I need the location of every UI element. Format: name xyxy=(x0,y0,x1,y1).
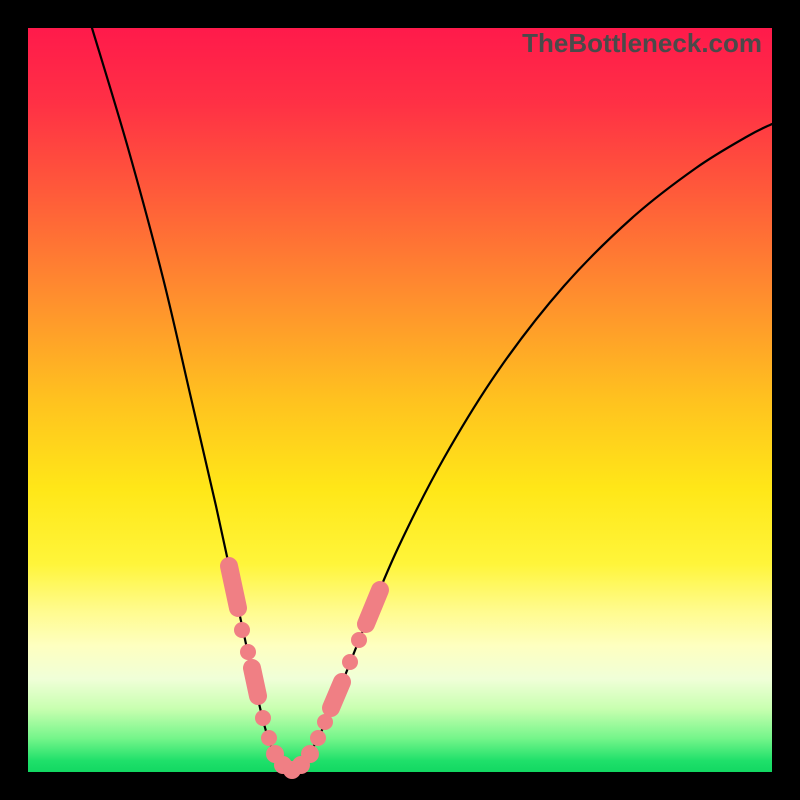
bead-capsule xyxy=(252,668,258,696)
right-curve xyxy=(291,124,772,771)
bead-marker xyxy=(351,632,367,648)
bead-marker xyxy=(342,654,358,670)
bead-marker xyxy=(261,730,277,746)
bead-marker xyxy=(301,745,319,763)
bead-capsule xyxy=(229,566,238,608)
bead-marker xyxy=(240,644,256,660)
watermark-text: TheBottleneck.com xyxy=(522,28,762,59)
bead-marker xyxy=(255,710,271,726)
curve-layer xyxy=(28,28,772,772)
bead-marker xyxy=(234,622,250,638)
bead-marker xyxy=(310,730,326,746)
chart-frame: TheBottleneck.com xyxy=(0,0,800,800)
left-curve xyxy=(92,28,291,771)
beads-group xyxy=(229,566,380,779)
bead-capsule xyxy=(331,682,342,708)
plot-area xyxy=(28,28,772,772)
bead-capsule xyxy=(366,590,380,624)
